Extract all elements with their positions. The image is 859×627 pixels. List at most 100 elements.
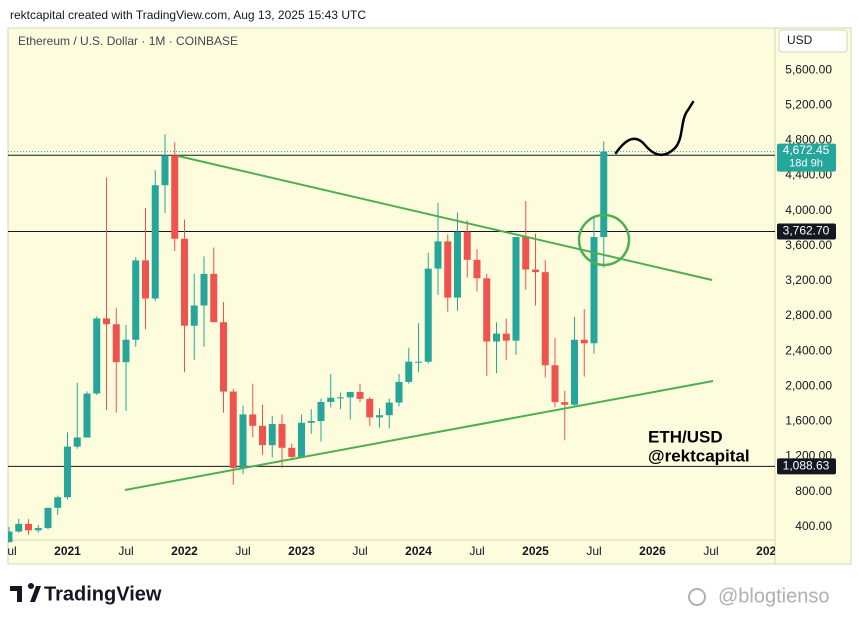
- candle-body: [405, 361, 413, 382]
- candle-body: [522, 237, 530, 270]
- candle-body: [132, 260, 140, 340]
- candle-body: [181, 238, 188, 326]
- drawings: [124, 100, 714, 491]
- y-tick-label: 800.00: [795, 484, 832, 498]
- last-price-box: [777, 143, 836, 172]
- candle-body: [502, 333, 510, 341]
- candle-body: [483, 278, 491, 342]
- y-tick-label: 2,400.00: [785, 343, 832, 357]
- candle-body: [73, 437, 81, 447]
- candle-body: [376, 415, 383, 418]
- candle-body: [571, 339, 578, 405]
- y-tick-label: 1,600.00: [785, 414, 832, 428]
- logo-mark: [10, 583, 41, 602]
- x-tick-label: 2021: [54, 544, 81, 558]
- candle-body: [278, 424, 286, 448]
- candle-body: [346, 392, 354, 398]
- candle-body: [83, 393, 91, 438]
- lower-trendline: [124, 380, 714, 491]
- candle-body: [112, 324, 120, 363]
- currency-box: [778, 29, 848, 53]
- candle-body: [54, 497, 62, 508]
- projection-squiggle: [614, 100, 695, 156]
- candle-body: [34, 528, 42, 531]
- y-tick-label: 400.00: [795, 519, 832, 533]
- y-tick-label: 5,200.00: [785, 97, 832, 111]
- y-tick-label: 4,000.00: [785, 203, 832, 217]
- brand: TradingView: [44, 583, 162, 605]
- candle-body: [473, 259, 481, 279]
- candle-body: [385, 402, 393, 416]
- candle-body: [15, 523, 23, 532]
- caption: rektcapital created with TradingView.com…: [10, 8, 366, 22]
- highlight-circle: [577, 213, 631, 267]
- candle-body: [220, 322, 227, 392]
- level-label-box: [777, 223, 836, 240]
- level-label: 1,088.63: [783, 459, 830, 473]
- candle-body: [327, 397, 335, 402]
- candle-body: [103, 318, 110, 325]
- candle-body: [249, 414, 257, 426]
- y-tick-label: 3,200.00: [785, 273, 832, 287]
- candle-body: [551, 365, 559, 403]
- x-tick-label: 2027: [756, 544, 783, 558]
- x-tick-label: Jul: [235, 544, 250, 558]
- candle-body: [366, 398, 374, 418]
- candle-body: [298, 422, 305, 457]
- candle-body: [229, 391, 237, 468]
- x-tick-label: Jul: [586, 544, 601, 558]
- candle-body: [541, 272, 549, 366]
- x-tick-label: Jul: [1, 544, 16, 558]
- annotation-author: @rektcapital: [648, 446, 750, 465]
- currency: USD: [787, 33, 813, 47]
- watermark-text: @blogtienso: [718, 585, 829, 607]
- level-label: 3,762.70: [783, 224, 830, 238]
- plot: Jul 2021 Jul 2022 Jul 2023 Jul 2024 Jul 2025 Jul 20…: [1, 134, 783, 558]
- candle-body: [93, 318, 101, 394]
- watermark: @blogtienso: [688, 585, 829, 607]
- candle-body: [317, 401, 325, 422]
- y-tick-label: 5,600.00: [785, 62, 832, 76]
- candle-body: [25, 523, 32, 531]
- candle-body: [259, 425, 266, 446]
- candle-body: [337, 397, 344, 399]
- x-tick-label: Jul: [703, 544, 718, 558]
- candle-body: [161, 155, 169, 186]
- x-tick-label: 2022: [171, 544, 198, 558]
- candle-body: [268, 424, 276, 446]
- candle-body: [288, 447, 296, 457]
- watermark-icon: [688, 588, 706, 606]
- x-tick-label: Jul: [118, 544, 133, 558]
- annotation-pair: ETH/USD: [648, 427, 723, 446]
- candle-body: [200, 273, 208, 306]
- candle-body: [600, 151, 608, 238]
- candle-body: [532, 269, 539, 273]
- candle-body: [590, 237, 598, 344]
- last-price-label: 4,672.45: [783, 143, 830, 157]
- candle-body: [580, 339, 588, 344]
- y-tick-label: 2,000.00: [785, 378, 832, 392]
- y-tick-label: 3,600.00: [785, 238, 832, 252]
- candle-body: [151, 185, 159, 299]
- y-tick-label: 2,800.00: [785, 308, 832, 322]
- symbol-title: Ethereum / U.S. Dollar · 1M · COINBASE: [18, 34, 238, 48]
- countdown-label: 18d 9h: [789, 158, 823, 170]
- candle-body: [171, 155, 179, 239]
- candle-body: [239, 414, 247, 468]
- candle-body: [434, 241, 442, 269]
- tradingview-logo: TradingView: [10, 583, 162, 605]
- x-tick-label: 2023: [288, 544, 315, 558]
- y-tick-label: 4,800.00: [785, 133, 832, 147]
- candle-body: [307, 421, 315, 423]
- candle-body: [210, 273, 218, 323]
- candle-body: [142, 260, 149, 299]
- x-tick-label: Jul: [352, 544, 367, 558]
- candle-body: [561, 402, 569, 405]
- x-tick-label: 2025: [522, 544, 549, 558]
- candle-body: [122, 339, 130, 363]
- candle-body: [444, 241, 452, 298]
- candle-body: [356, 392, 364, 399]
- candle-body: [8, 531, 13, 543]
